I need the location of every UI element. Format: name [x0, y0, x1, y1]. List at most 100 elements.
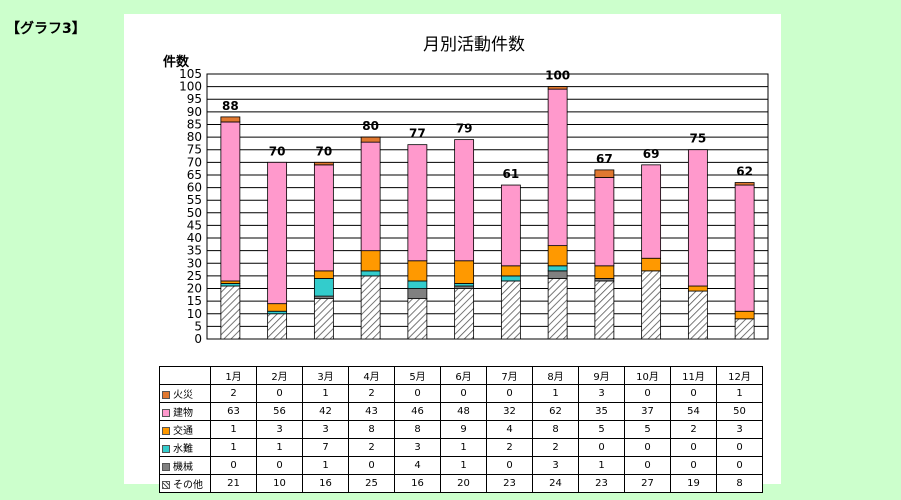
bar-segment-建物: [267, 161, 288, 305]
bar-segment-その他: [500, 280, 521, 340]
value-cell: 21: [210, 474, 257, 493]
legend-swatch: [162, 391, 170, 399]
value-cell: 2: [532, 438, 579, 457]
series-label: 機械: [159, 456, 211, 475]
y-tick-label: 80: [187, 130, 202, 144]
plot-area: [206, 73, 769, 340]
bar-segment-その他: [267, 313, 288, 340]
value-cell: 2: [210, 384, 257, 403]
bar-segment-火災: [594, 169, 615, 178]
bar-segment-火災: [734, 182, 755, 186]
value-cell: 0: [670, 438, 717, 457]
value-cell: 1: [302, 384, 349, 403]
value-cell: 8: [716, 474, 763, 493]
y-tick-label: 40: [187, 231, 202, 245]
table-row: 建物 63 56 42 43 46 48 32 62 35 37 54 50: [159, 402, 763, 421]
series-label: 火災: [159, 384, 211, 403]
legend-swatch: [162, 409, 170, 417]
value-cell: 0: [256, 456, 303, 475]
value-cell: 62: [532, 402, 579, 421]
bar-segment-交通: [454, 260, 475, 284]
value-cell: 0: [624, 438, 671, 457]
bar-segment-水難: [500, 275, 521, 282]
bar-segment-交通: [360, 250, 381, 272]
value-cell: 37: [624, 402, 671, 421]
series-name: 交通: [173, 426, 193, 437]
bar-total-label: 62: [736, 165, 753, 179]
value-cell: 0: [578, 438, 625, 457]
value-cell: 10: [256, 474, 303, 493]
y-tick-label: 60: [187, 181, 202, 195]
table-row: 火災 2 0 1 2 0 0 0 1 3 0 0 1: [159, 384, 763, 403]
category-label: 3月: [302, 366, 349, 385]
bar-segment-建物: [641, 164, 662, 259]
value-cell: 1: [302, 456, 349, 475]
value-cell: 2: [348, 438, 395, 457]
value-cell: 63: [210, 402, 257, 421]
category-label: 11月: [670, 366, 717, 385]
value-cell: 3: [394, 438, 441, 457]
value-cell: 1: [578, 456, 625, 475]
legend-swatch: [162, 427, 170, 435]
value-cell: 1: [440, 456, 487, 475]
category-label: 6月: [440, 366, 487, 385]
bar-segment-建物: [313, 164, 334, 272]
y-tick-label: 50: [187, 206, 202, 220]
bar-segment-建物: [360, 141, 381, 252]
value-cell: 0: [348, 456, 395, 475]
bar-segment-その他: [360, 275, 381, 340]
bar-segment-交通: [267, 303, 288, 312]
bar-total-label: 61: [503, 167, 520, 181]
bar-segment-火災: [360, 136, 381, 143]
bar-segment-建物: [220, 121, 241, 282]
value-cell: 3: [302, 420, 349, 439]
value-cell: 5: [624, 420, 671, 439]
series-name: 建物: [173, 408, 193, 419]
value-cell: 20: [440, 474, 487, 493]
y-tick-label: 10: [187, 307, 202, 321]
series-label: 水難: [159, 438, 211, 457]
value-cell: 3: [256, 420, 303, 439]
bar-segment-水難: [313, 278, 334, 297]
value-cell: 0: [670, 384, 717, 403]
bar-segment-その他: [687, 290, 708, 340]
bar-segment-建物: [547, 88, 568, 247]
bar-segment-その他: [547, 278, 568, 340]
value-cell: 1: [256, 438, 303, 457]
y-tick-label: 105: [179, 67, 202, 81]
value-cell: 4: [394, 456, 441, 475]
bar-total-label: 69: [643, 147, 660, 161]
bar-segment-建物: [687, 149, 708, 287]
bar-segment-交通: [500, 265, 521, 277]
y-tick-label: 65: [187, 168, 202, 182]
series-name: その他: [173, 480, 203, 491]
bar-segment-建物: [500, 184, 521, 267]
value-cell: 46: [394, 402, 441, 421]
bar-total-label: 75: [690, 132, 707, 146]
value-cell: 42: [302, 402, 349, 421]
bar-segment-その他: [734, 318, 755, 340]
y-tick-label: 45: [187, 218, 202, 232]
chart-panel: 月別活動件数 件数 0 5 10 15 20 25 30 35 40 45 50 55 60 65 70 75…: [124, 14, 781, 493]
bar-segment-その他: [454, 288, 475, 340]
bar-segment-水難: [547, 265, 568, 272]
series-name: 火災: [173, 390, 193, 401]
bar-total-label: 70: [316, 144, 333, 158]
value-cell: 0: [440, 384, 487, 403]
stacked-bar-chart: 月別活動件数 件数 051015202530354045505560657075…: [163, 35, 769, 346]
data-table: 1月 2月 3月 4月 5月 6月 7月 8月 9月 10月 11月 12月 火災 2 0 1 2 0 0 0 1 3 0 0…: [159, 366, 763, 493]
value-cell: 35: [578, 402, 625, 421]
value-cell: 16: [302, 474, 349, 493]
table-corner: [159, 366, 211, 385]
table-row: 交通 1 3 3 8 8 9 4 8 5 5 2 3: [159, 420, 763, 439]
value-cell: 43: [348, 402, 395, 421]
bar-segment-その他: [594, 280, 615, 340]
bar-segment-交通: [594, 265, 615, 279]
value-cell: 0: [716, 438, 763, 457]
bar-segment-交通: [547, 245, 568, 267]
bar-segment-建物: [407, 144, 428, 262]
value-cell: 7: [302, 438, 349, 457]
bar-total-label: 88: [222, 99, 239, 113]
y-tick-label: 0: [194, 332, 202, 346]
value-cell: 9: [440, 420, 487, 439]
